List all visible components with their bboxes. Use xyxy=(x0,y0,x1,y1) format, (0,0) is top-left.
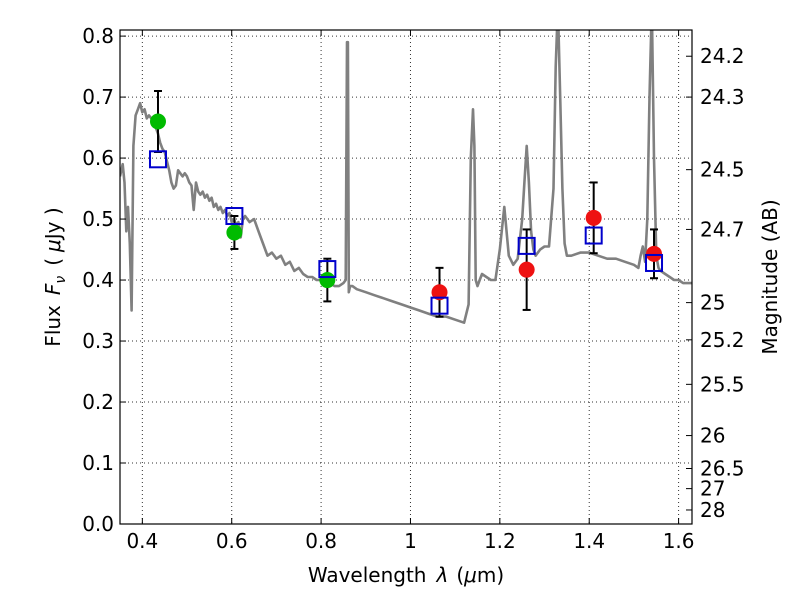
spectrum-layer xyxy=(120,30,692,324)
y-tick-label: 0.3 xyxy=(82,329,114,353)
x-label-prefix: Wavelength xyxy=(308,563,427,587)
x-tick-label: 0.6 xyxy=(216,529,248,553)
observed-flux-point xyxy=(646,245,663,262)
y-tick-label: 0.1 xyxy=(82,451,114,475)
model-flux-square xyxy=(517,236,536,255)
y-tick-label: 0.4 xyxy=(82,268,114,292)
y-label-subscript: ν xyxy=(53,276,69,284)
x-tick-label: 1.6 xyxy=(663,529,695,553)
observed-flux-point xyxy=(319,272,336,289)
y2-tick-label: 24.5 xyxy=(700,158,745,182)
plot-frame xyxy=(119,29,693,525)
y-tick-label: 0.8 xyxy=(82,24,114,48)
y-tick-label: 0.0 xyxy=(82,512,114,536)
y2-axis-label: Magnitude (AB) xyxy=(758,199,782,354)
y-label-open: ( xyxy=(41,258,65,266)
y-axis-label: Flux Fν ( μJy ) xyxy=(41,207,69,346)
x-tick-label: 1 xyxy=(404,529,417,553)
y2-tick-label: 25.2 xyxy=(700,328,745,352)
y-label-symbol: F xyxy=(41,283,65,295)
observed-flux-point xyxy=(518,261,535,278)
model-flux-square xyxy=(645,253,664,272)
x-tick-label: 0.8 xyxy=(305,529,337,553)
y2-tick-label: 27 xyxy=(700,477,725,501)
y2-tick-label: 26.5 xyxy=(700,457,745,481)
ticks: 0.4 0.6 0.8 1 1.2 1.4 1.6 0.0 0.1 0.2 0.3 0.4 0.5 0.6… xyxy=(82,24,744,553)
y-label-prefix: Flux xyxy=(41,305,65,347)
y2-tick-label: 25 xyxy=(700,291,725,315)
observed-flux-point xyxy=(585,209,602,226)
x-label-open: ( xyxy=(456,563,464,587)
x-label-mu: μ xyxy=(463,563,477,587)
markers xyxy=(148,113,664,315)
y-tick-label: 0.5 xyxy=(82,207,114,231)
model-flux-square xyxy=(225,207,244,226)
y2-tick-label: 24.2 xyxy=(700,44,745,68)
y-tick-label: 0.7 xyxy=(82,85,114,109)
sed-spectrum-line xyxy=(120,30,692,324)
model-flux-square xyxy=(584,226,603,245)
x-axis-label: Wavelength λ (μm) xyxy=(308,563,504,587)
model-flux-square xyxy=(148,150,167,169)
y2-tick-label: 25.5 xyxy=(700,372,745,396)
y-label-mu: μ xyxy=(41,239,65,253)
y2-tick-label: 26 xyxy=(700,424,725,448)
x-tick-label: 1.4 xyxy=(573,529,605,553)
x-tick-label: 1.2 xyxy=(484,529,516,553)
observed-flux-point xyxy=(149,113,166,130)
observed-flux-point xyxy=(226,224,243,241)
x-tick-label: 0.4 xyxy=(126,529,158,553)
y2-tick-label: 24.3 xyxy=(700,85,745,109)
y-label-unit: Jy ) xyxy=(41,207,65,241)
y-tick-label: 0.2 xyxy=(82,390,114,414)
observed-flux-point xyxy=(431,284,448,301)
model-flux-square xyxy=(430,296,449,315)
x-label-unit: m) xyxy=(477,563,504,587)
y-tick-label: 0.6 xyxy=(82,146,114,170)
model-flux-square xyxy=(318,260,337,279)
y2-tick-label: 24.7 xyxy=(700,217,745,241)
y2-tick-label: 28 xyxy=(700,498,725,522)
x-label-symbol: λ xyxy=(435,563,448,587)
